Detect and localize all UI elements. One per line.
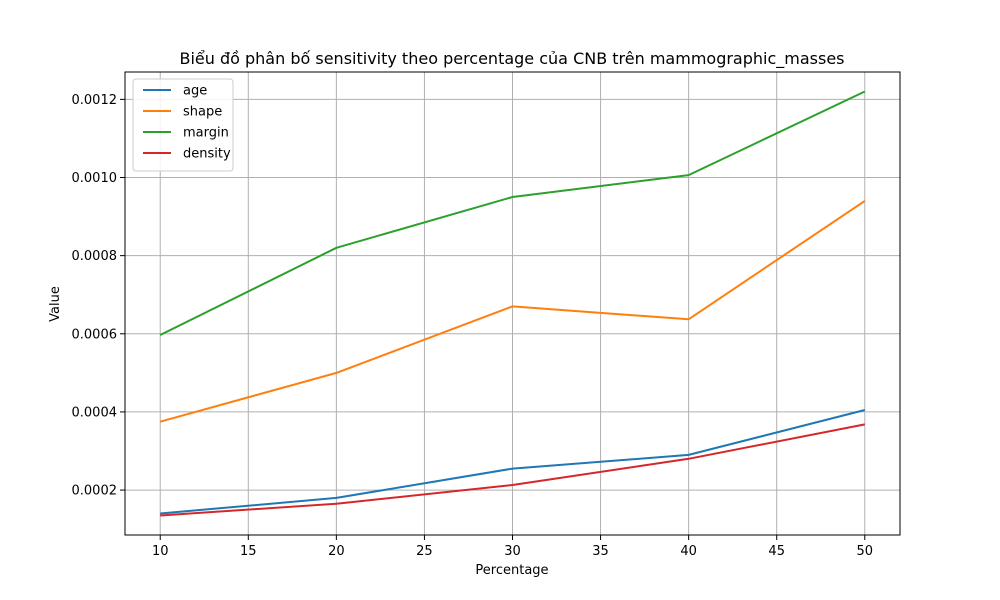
x-tick-label: 20 [328, 544, 345, 559]
x-tick-label: 15 [240, 544, 257, 559]
x-tick-label: 30 [504, 544, 521, 559]
legend-label: margin [183, 126, 229, 141]
legend: age shape margin density [132, 78, 234, 172]
chart-title: Biểu đồ phân bố sensitivity theo percent… [179, 49, 844, 69]
series-line-density [160, 423, 865, 517]
y-tick-label: 0.0004 [72, 405, 118, 420]
legend-box [132, 78, 234, 172]
x-tick-label: 10 [152, 544, 169, 559]
y-axis-ticks: 0.0002 0.0004 0.0006 0.0008 0.0010 0.0012 [72, 93, 125, 499]
y-tick-label: 0.0002 [72, 484, 118, 499]
y-tick-label: 0.0008 [72, 249, 118, 264]
x-tick-label: 25 [416, 544, 433, 559]
legend-label: age [183, 84, 207, 99]
x-axis-ticks: 10 15 20 25 30 35 40 45 50 [152, 535, 873, 559]
x-tick-label: 40 [680, 544, 697, 559]
y-axis-label: Value [48, 286, 63, 322]
x-tick-label: 35 [592, 544, 609, 559]
legend-label: density [183, 147, 231, 162]
series-line-margin [159, 90, 866, 336]
series-line-age [160, 409, 866, 515]
series-line-shape [159, 200, 866, 423]
x-axis-label: Percentage [475, 563, 548, 578]
y-tick-label: 0.0012 [72, 93, 118, 108]
y-tick-label: 0.0010 [72, 171, 118, 186]
grid [125, 72, 900, 535]
x-tick-label: 45 [768, 544, 785, 559]
series-lines [159, 90, 866, 517]
legend-label: shape [183, 105, 222, 120]
y-tick-label: 0.0006 [72, 327, 118, 342]
x-tick-label: 50 [856, 544, 873, 559]
